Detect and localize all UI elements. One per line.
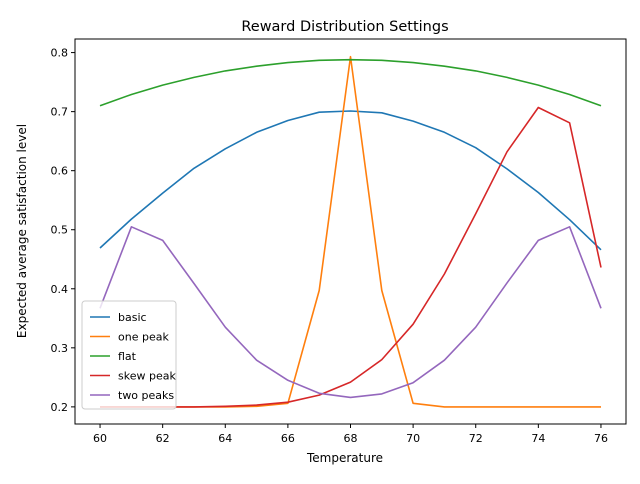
y-tick-label: 0.6 — [51, 165, 69, 178]
series-layer — [99, 55, 602, 408]
chart-title: Reward Distribution Settings — [241, 19, 448, 35]
x-tick-label: 60 — [93, 432, 107, 445]
legend-label-4: two peaks — [118, 389, 174, 402]
x-axis: 60 62 64 66 68 70 72 74 76 — [93, 424, 608, 445]
y-axis-label: Expected average satisfaction level — [15, 124, 29, 338]
legend: basic one peak flat skew peak two peaks — [81, 300, 177, 410]
x-tick-label: 62 — [156, 432, 170, 445]
legend-label-2: flat — [118, 350, 137, 363]
y-tick-label: 0.7 — [51, 106, 69, 119]
series-line-0 — [99, 110, 602, 251]
series-line-3 — [100, 106, 602, 408]
y-tick-label: 0.3 — [51, 342, 69, 355]
legend-label-0: basic — [118, 311, 147, 324]
series-line-2 — [99, 58, 602, 107]
x-tick-label: 70 — [406, 432, 420, 445]
y-tick-label: 0.5 — [51, 224, 69, 237]
y-axis: 0.2 0.3 0.4 0.5 0.6 0.7 0.8 — [51, 47, 75, 414]
x-tick-label: 64 — [218, 432, 232, 445]
x-tick-label: 72 — [469, 432, 483, 445]
y-tick-label: 0.8 — [51, 47, 69, 60]
y-tick-label: 0.2 — [51, 401, 69, 414]
legend-box — [81, 300, 177, 410]
x-tick-label: 66 — [281, 432, 295, 445]
legend-label-3: skew peak — [118, 370, 176, 383]
y-tick-label: 0.4 — [51, 283, 69, 296]
series-line-4 — [99, 226, 602, 399]
x-tick-label: 76 — [594, 432, 608, 445]
x-tick-label: 68 — [344, 432, 358, 445]
legend-label-1: one peak — [118, 331, 169, 344]
x-axis-label: Temperature — [306, 451, 383, 465]
x-tick-label: 74 — [531, 432, 545, 445]
